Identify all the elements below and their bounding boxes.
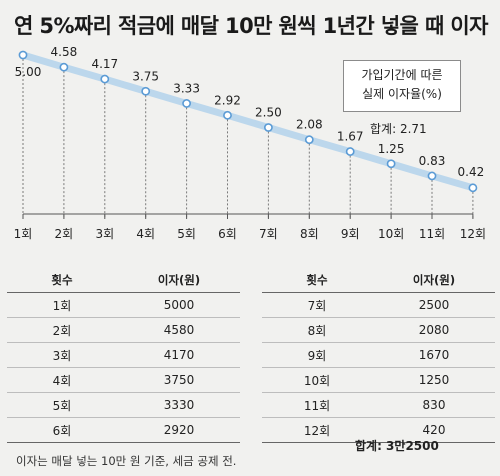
header-interest: 이자(원) bbox=[373, 268, 495, 293]
cell-interest: 4170 bbox=[118, 342, 240, 368]
interest-table-right: 횟수 이자(원) 7회 2500 8회 2080 9회 1670 10회 1250 11회 830… bbox=[262, 268, 495, 443]
cell-interest: 2500 bbox=[373, 292, 495, 318]
x-tick-label: 12회 bbox=[460, 227, 486, 241]
table-header-row: 횟수 이자(원) bbox=[262, 268, 495, 293]
interest-total: 합계: 3만2500 bbox=[355, 439, 439, 453]
table-row: 8회 2080 bbox=[262, 317, 495, 343]
data-point bbox=[59, 62, 69, 72]
x-tick-label: 4회 bbox=[136, 227, 155, 241]
cell-count: 1회 bbox=[7, 292, 118, 318]
cell-interest: 830 bbox=[373, 392, 495, 418]
data-point bbox=[182, 99, 191, 108]
value-label: 1.67 bbox=[337, 130, 364, 144]
table-row: 5회 3330 bbox=[7, 392, 240, 418]
table-header-row: 횟수 이자(원) bbox=[7, 268, 240, 293]
cell-count: 9회 bbox=[262, 342, 373, 368]
header-interest: 이자(원) bbox=[118, 268, 240, 293]
chart-title: 연 5%짜리 적금에 매달 10만 원씩 1년간 넣을 때 이자 bbox=[14, 14, 488, 38]
data-point bbox=[141, 86, 151, 96]
cell-count: 10회 bbox=[262, 367, 373, 393]
value-labels: 5.00 4.58 4.17 3.75 3.33 2.92 2.50 2.08 1.67 1.25… bbox=[15, 45, 485, 179]
cell-count: 4회 bbox=[7, 367, 118, 393]
table-row: 12회 420 bbox=[262, 417, 495, 443]
cell-count: 2회 bbox=[7, 317, 118, 343]
value-label: 3.33 bbox=[173, 81, 200, 95]
interest-table-left: 횟수 이자(원) 1회 5000 2회 4580 3회 4170 4회 3750 5회 3330 6… bbox=[7, 268, 240, 443]
x-tick-label: 8회 bbox=[300, 227, 319, 241]
cell-count: 6회 bbox=[7, 417, 118, 443]
table-row: 2회 4580 bbox=[7, 317, 240, 343]
table-row: 6회 2920 bbox=[7, 417, 240, 443]
table-row: 11회 830 bbox=[262, 392, 495, 418]
cell-interest: 2080 bbox=[373, 317, 495, 343]
value-label: 4.17 bbox=[91, 57, 118, 71]
data-point bbox=[100, 74, 110, 84]
data-point bbox=[18, 50, 28, 60]
value-label: 0.42 bbox=[458, 165, 485, 179]
cell-interest: 1670 bbox=[373, 342, 495, 368]
value-label: 5.00 bbox=[15, 65, 42, 79]
table-row: 10회 1250 bbox=[262, 367, 495, 393]
series-line-path bbox=[19, 51, 477, 192]
cell-interest: 1250 bbox=[373, 367, 495, 393]
header-count: 횟수 bbox=[262, 268, 373, 293]
x-tick-label: 3회 bbox=[95, 227, 114, 241]
table-row: 7회 2500 bbox=[262, 292, 495, 318]
guide-lines bbox=[22, 55, 474, 219]
rate-total-label: 합계: 2.71 bbox=[370, 122, 427, 136]
value-label: 0.83 bbox=[419, 154, 446, 168]
cell-count: 12회 bbox=[262, 417, 373, 443]
x-tick-label: 6회 bbox=[218, 227, 237, 241]
cell-interest: 4580 bbox=[118, 317, 240, 343]
data-point bbox=[223, 110, 232, 120]
x-tick-labels: 1회 2회 3회 4회 5회 6회 7회 8회 9회 10회 11회 12회 bbox=[14, 227, 486, 241]
cell-interest: 2920 bbox=[118, 417, 240, 443]
value-label: 2.50 bbox=[255, 106, 282, 120]
cell-count: 11회 bbox=[262, 392, 373, 418]
cell-count: 3회 bbox=[7, 342, 118, 368]
cell-interest: 420 bbox=[373, 417, 495, 443]
table-row: 1회 5000 bbox=[7, 292, 240, 318]
data-point bbox=[345, 147, 355, 156]
table-row: 4회 3750 bbox=[7, 367, 240, 393]
value-label: 1.25 bbox=[378, 142, 405, 156]
cell-count: 5회 bbox=[7, 392, 118, 418]
data-point bbox=[427, 171, 437, 181]
table-row: 9회 1670 bbox=[262, 342, 495, 368]
line-chart: 5.00 4.58 4.17 3.75 3.33 2.92 2.50 2.08 1.67 1.25… bbox=[14, 45, 486, 241]
x-tick-label: 1회 bbox=[14, 227, 33, 241]
value-label: 2.08 bbox=[296, 118, 323, 132]
header-count: 횟수 bbox=[7, 268, 118, 293]
cell-count: 8회 bbox=[262, 317, 373, 343]
x-tick-label: 2회 bbox=[55, 227, 74, 241]
cell-count: 7회 bbox=[262, 292, 373, 318]
data-markers bbox=[18, 50, 478, 193]
value-label: 2.92 bbox=[214, 93, 241, 107]
x-tick-label: 9회 bbox=[341, 227, 360, 241]
data-point bbox=[263, 123, 273, 132]
table-row: 3회 4170 bbox=[7, 342, 240, 368]
rate-note-box: 가입기간에 따른 실제 이자율(%) bbox=[343, 60, 461, 112]
data-point bbox=[304, 135, 314, 145]
data-point bbox=[468, 183, 478, 193]
value-label: 3.75 bbox=[132, 69, 159, 83]
footnote: 이자는 매달 넣는 10만 원 기준, 세금 공제 전. bbox=[16, 454, 237, 468]
series-line bbox=[19, 51, 477, 192]
note-line-2: 실제 이자율(%) bbox=[362, 87, 442, 101]
cell-interest: 3330 bbox=[118, 392, 240, 418]
note-line-1: 가입기간에 따른 bbox=[361, 68, 443, 82]
data-point bbox=[386, 159, 396, 169]
x-tick-label: 7회 bbox=[259, 227, 278, 241]
x-tick-label: 11회 bbox=[419, 227, 445, 241]
cell-interest: 5000 bbox=[118, 292, 240, 318]
x-tick-label: 10회 bbox=[378, 227, 404, 241]
cell-interest: 3750 bbox=[118, 367, 240, 393]
value-label: 4.58 bbox=[51, 45, 78, 59]
x-tick-label: 5회 bbox=[177, 227, 196, 241]
